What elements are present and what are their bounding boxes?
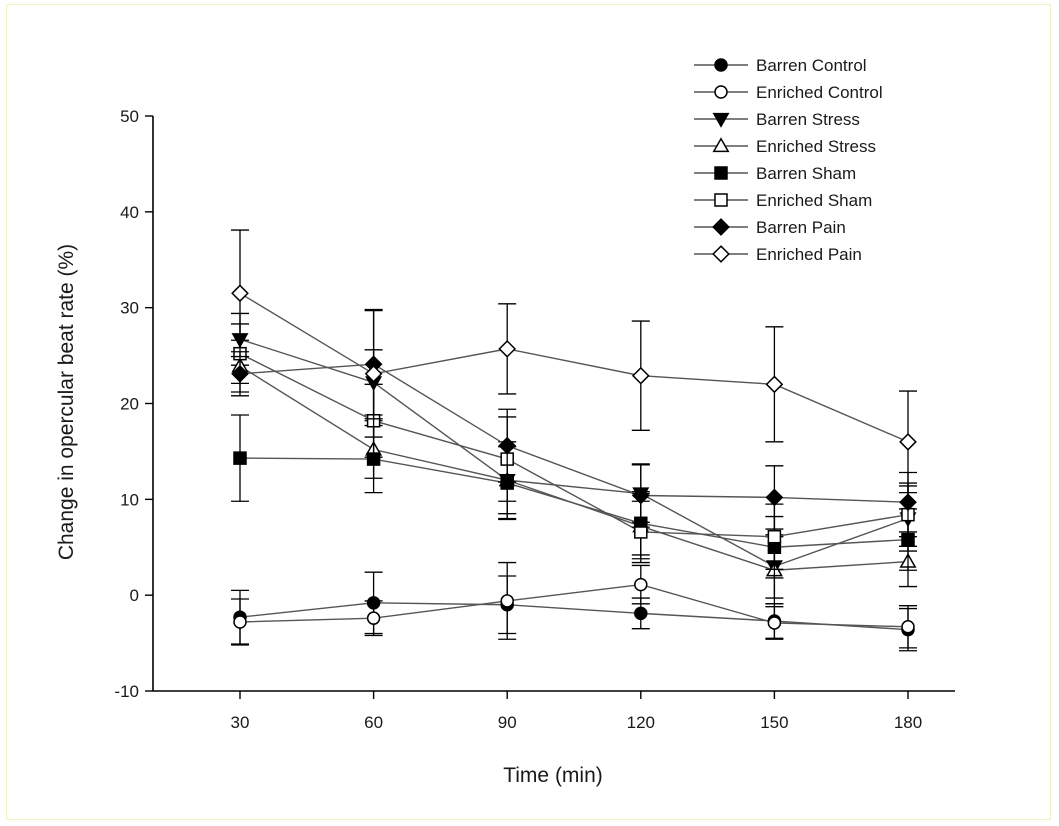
data-point-barren-control — [634, 606, 648, 621]
legend-label: Barren Stress — [756, 110, 860, 129]
data-point-enriched-pain — [765, 375, 784, 394]
legend-marker — [714, 58, 728, 72]
y-tick-label: 50 — [120, 107, 139, 126]
legend-label: Barren Sham — [756, 164, 856, 183]
data-point-enriched-sham — [767, 529, 782, 544]
legend-label: Enriched Control — [756, 83, 883, 102]
x-tick-label: 60 — [364, 713, 383, 732]
data-point-enriched-pain — [364, 364, 383, 383]
x-axis-title: Time (min) — [503, 764, 603, 787]
x-tick-label: 30 — [231, 713, 250, 732]
data-point-enriched-control — [767, 616, 782, 630]
y-tick-label: 10 — [120, 490, 139, 509]
series-line-enriched-sham — [239, 353, 909, 538]
legend-marker — [712, 137, 730, 153]
x-tick-label: 150 — [760, 713, 788, 732]
data-point-barren-pain — [631, 486, 650, 505]
data-point-barren-pain — [498, 436, 517, 455]
series-enriched-sham — [231, 323, 917, 570]
legend-marker — [712, 218, 730, 236]
legend-marker — [712, 245, 730, 263]
legend-item-enriched-stress: Enriched Stress — [694, 137, 876, 156]
series-enriched-stress — [231, 339, 917, 605]
series-barren-pain — [231, 308, 917, 533]
series-barren-control — [231, 571, 917, 652]
series-line-enriched-stress — [239, 365, 909, 571]
series-barren-sham — [231, 414, 917, 579]
legend-marker — [714, 166, 728, 180]
data-point-barren-sham — [233, 451, 247, 465]
x-tick-label: 180 — [894, 713, 922, 732]
y-tick-label: 40 — [120, 203, 139, 222]
data-point-barren-pain — [231, 364, 249, 383]
legend: Barren Control Enriched Control Barren Str… — [694, 56, 883, 264]
data-point-enriched-pain — [631, 366, 650, 385]
legend-marker — [712, 112, 730, 128]
plot-area: -10 0 10 20 30 40 50 30 60 90 120 150 180 — [114, 107, 955, 732]
legend-item-enriched-sham: Enriched Sham — [694, 191, 872, 210]
data-point-enriched-pain — [498, 340, 517, 358]
data-point-enriched-pain — [231, 284, 249, 303]
data-point-barren-pain — [899, 493, 917, 512]
x-tick-label: 120 — [627, 713, 655, 732]
legend-label: Enriched Pain — [756, 245, 862, 264]
legend-item-barren-pain: Barren Pain — [694, 218, 846, 237]
series-line-barren-stress — [239, 338, 909, 568]
series-line-barren-pain — [239, 363, 909, 503]
series-enriched-control — [231, 561, 917, 649]
legend-item-barren-control: Barren Control — [694, 56, 867, 75]
legend-item-barren-stress: Barren Stress — [694, 110, 860, 129]
data-point-enriched-control — [233, 615, 247, 629]
data-point-enriched-control — [634, 577, 648, 592]
data-point-barren-pain — [765, 488, 784, 507]
legend-marker — [714, 85, 728, 99]
x-tick-label: 90 — [498, 713, 517, 732]
legend-label: Barren Control — [756, 56, 867, 75]
data-point-enriched-control — [366, 611, 381, 625]
y-tick-label: -10 — [114, 682, 139, 701]
series-enriched-pain — [231, 229, 917, 494]
legend-label: Enriched Stress — [756, 137, 876, 156]
y-tick-label: 30 — [120, 299, 139, 318]
series-line-barren-control — [239, 602, 909, 631]
data-point-enriched-control — [500, 594, 514, 608]
legend-item-barren-sham: Barren Sham — [694, 164, 856, 183]
legend-item-enriched-pain: Enriched Pain — [694, 245, 862, 264]
series-line-enriched-control — [239, 583, 909, 628]
series-line-barren-sham — [239, 457, 909, 548]
legend-label: Barren Pain — [756, 218, 846, 237]
figure-frame — [6, 4, 1051, 820]
y-tick-label: 20 — [120, 395, 139, 414]
y-axis-title: Change in opercular beat rate (%) — [55, 244, 78, 560]
series-line-enriched-pain — [239, 292, 909, 443]
series-barren-stress — [231, 312, 917, 599]
legend-label: Enriched Sham — [756, 191, 872, 210]
data-point-enriched-pain — [899, 432, 917, 451]
y-tick-label: 0 — [130, 586, 139, 605]
data-point-enriched-control — [901, 620, 915, 634]
legend-item-enriched-control: Enriched Control — [694, 83, 883, 102]
legend-marker — [714, 193, 728, 207]
